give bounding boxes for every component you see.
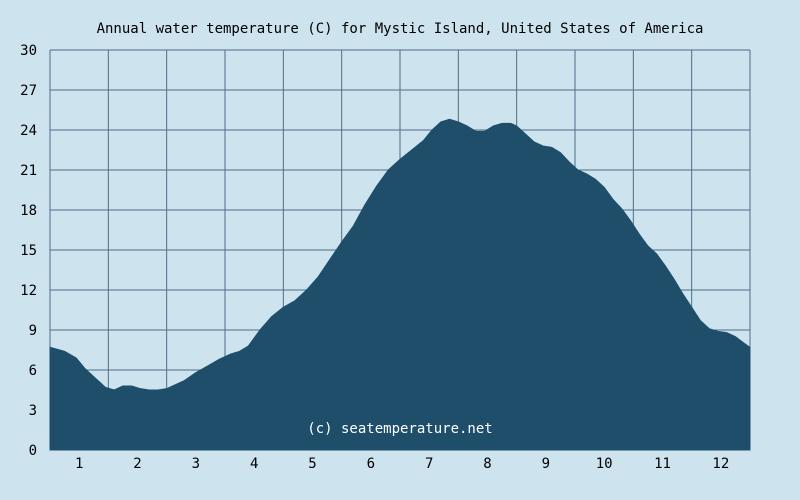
y-axis-ticks: 0 3 6 9 12 15 18 21 24 27 30: [20, 43, 37, 459]
area-series-0: [49, 118, 751, 451]
x-tick-label: 12: [712, 456, 729, 472]
x-tick-label: 11: [654, 456, 671, 472]
chart-title: Annual water temperature (C) for Mystic …: [97, 21, 704, 37]
x-tick-label: 6: [367, 456, 375, 472]
y-tick-label: 6: [29, 363, 37, 379]
y-tick-label: 9: [29, 323, 37, 339]
y-tick-label: 3: [29, 403, 37, 419]
y-tick-label: 21: [20, 163, 37, 179]
y-tick-label: 12: [20, 283, 37, 299]
x-tick-label: 4: [250, 456, 258, 472]
y-tick-label: 0: [29, 443, 37, 459]
y-tick-label: 18: [20, 203, 37, 219]
x-tick-label: 2: [133, 456, 141, 472]
x-tick-label: 9: [542, 456, 550, 472]
x-tick-label: 10: [596, 456, 613, 472]
y-tick-label: 24: [20, 123, 37, 139]
x-tick-label: 8: [483, 456, 491, 472]
y-tick-label: 30: [20, 43, 37, 59]
watermark-text: (c) seatemperature.net: [307, 421, 492, 437]
x-tick-label: 7: [425, 456, 433, 472]
x-axis-ticks: 1 2 3 4 5 6 7 8 9 10 11 12: [75, 456, 729, 472]
y-tick-label: 27: [20, 83, 37, 99]
area-series: [49, 118, 751, 451]
x-tick-label: 5: [308, 456, 316, 472]
y-tick-label: 15: [20, 243, 37, 259]
x-tick-label: 1: [75, 456, 83, 472]
x-tick-label: 3: [192, 456, 200, 472]
